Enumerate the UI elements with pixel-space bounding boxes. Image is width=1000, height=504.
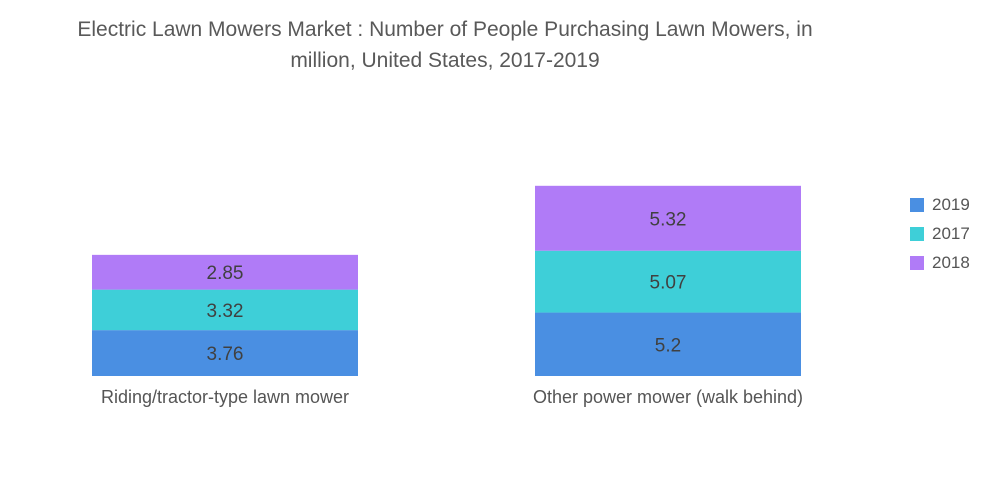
bar-segment-2018-2 [535, 185, 801, 251]
bar-segment-2017-2 [535, 250, 801, 313]
data-label-2019-1: 3.76 [207, 344, 244, 365]
legend-item-2018: 2018 [910, 248, 970, 277]
legend-swatch-2019 [910, 197, 924, 212]
bar-segment-2019-1 [92, 330, 358, 376]
category-label-1: Riding/tractor-type lawn mower [101, 387, 349, 407]
category-label-2: Other power mower (walk behind) [533, 387, 803, 407]
legend-label-2018: 2018 [932, 252, 970, 272]
data-label-2019-2: 5.2 [655, 335, 681, 356]
legend-label-2019: 2019 [932, 194, 970, 214]
chart-title: Electric Lawn Mowers Market : Number of … [0, 14, 890, 76]
legend-item-2017: 2017 [910, 219, 970, 248]
legend-label-2017: 2017 [932, 223, 970, 243]
data-label-2018-1: 2.85 [207, 263, 244, 284]
legend-item-2019: 2019 [910, 190, 970, 219]
bar-segment-2017-1 [92, 289, 358, 331]
data-label-2017-1: 3.32 [207, 301, 244, 322]
bar-segment-2019-2 [535, 312, 801, 376]
legend-swatch-2018 [910, 255, 924, 270]
bar-segment-2018-1 [92, 254, 358, 290]
chart-title-line-1: Electric Lawn Mowers Market : Number of … [77, 18, 813, 41]
chart-title-line-2: million, United States, 2017-2019 [290, 49, 600, 72]
data-label-2018-2: 5.32 [650, 209, 687, 230]
chart-legend: 2019 2017 2018 [910, 190, 970, 277]
legend-swatch-2017 [910, 226, 924, 241]
data-label-2017-2: 5.07 [650, 273, 687, 294]
